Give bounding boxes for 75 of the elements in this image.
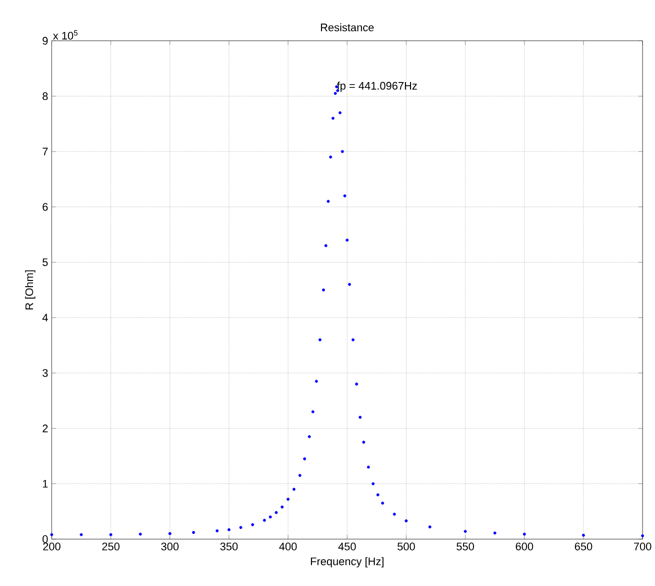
point [286,498,290,501]
point [428,526,432,528]
point [311,410,314,414]
point [326,200,330,203]
x-tick-label: 400 [279,542,297,550]
x-axis-title: Frequency [Hz] [310,557,384,568]
point [109,533,112,536]
point [392,512,396,516]
point [366,466,370,469]
y-tick-label: 6 [42,203,48,211]
x-tick-label: 200 [43,542,60,550]
point [376,493,380,496]
point [168,532,172,536]
annotation: fp = 441.0967Hz [336,82,417,92]
point [303,457,306,460]
x-tick-label: 700 [634,542,652,550]
x-tick-label: 450 [338,542,356,550]
y-tick-label: 2 [42,424,48,432]
point [362,440,366,444]
y-tick-label: 8 [42,92,48,100]
point [582,534,585,537]
point [314,380,318,383]
point [348,282,351,286]
point [358,416,362,419]
x-tick-label: 350 [220,542,238,550]
point [192,531,196,534]
point [372,482,375,486]
point [493,532,496,535]
x-tick-label: 550 [456,542,474,550]
point [138,532,142,536]
point [318,338,322,342]
point [346,238,349,242]
point [227,528,230,532]
chart-title: Resistance [320,23,374,32]
point [338,111,342,114]
point [274,511,278,514]
point [340,150,344,154]
x-tick-label: 600 [516,542,534,550]
x-tick-label: 650 [574,542,592,550]
x-tick-label: 500 [398,542,415,550]
point [280,506,284,509]
point [464,530,467,533]
point [404,519,408,522]
y-tick-label: 3 [42,369,48,377]
text: x 10$^{5}$ [53,30,78,40]
y-tick-label: 4 [42,314,48,322]
point [331,116,334,120]
point [268,516,272,519]
y-axis-title: R [Ohm] [25,270,36,310]
point [352,338,355,342]
point [324,244,328,248]
point [239,526,242,530]
point [322,288,326,292]
point [298,474,302,477]
point [50,533,54,536]
point [641,534,644,538]
point [343,194,346,198]
y-tick-label: 9 [42,36,48,45]
y-tick-label: 5 [42,258,48,266]
point [329,156,332,159]
point [308,435,311,438]
point [522,532,526,536]
point [381,502,384,505]
point [216,529,219,532]
y-tick-label: 1 [42,480,48,488]
point [80,533,83,536]
y-tick-label: 7 [42,148,48,156]
x-tick-label: 300 [161,542,179,550]
point [251,523,254,526]
y-tick-label: 0 [42,535,48,544]
point [262,518,266,522]
point [355,382,358,386]
point [292,488,296,491]
point [334,92,337,95]
x-tick-label: 250 [102,542,120,550]
